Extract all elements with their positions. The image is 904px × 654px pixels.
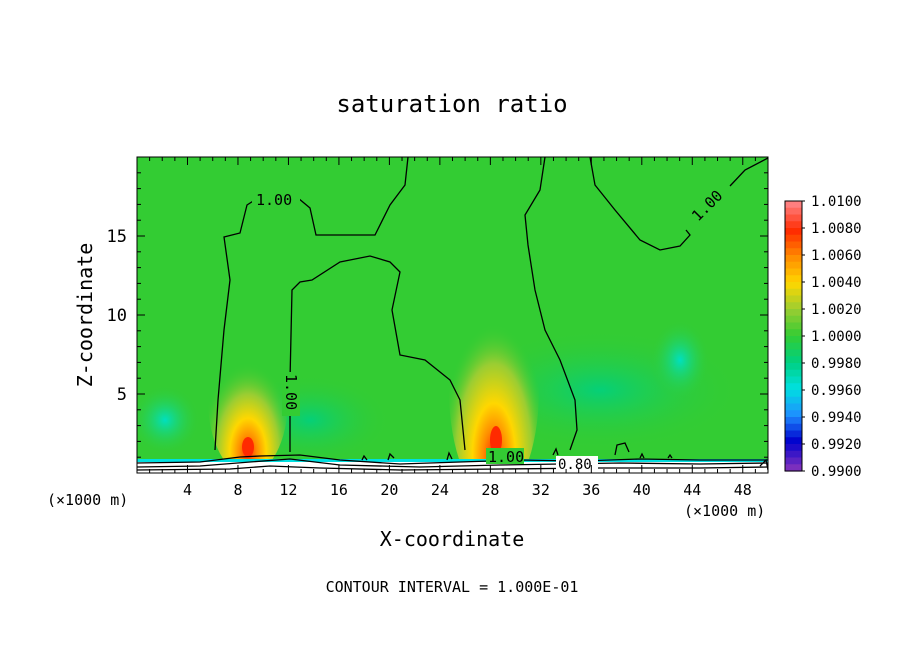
y-tick-label: 10 [107, 306, 127, 326]
contour-label-1: 1.00 [256, 191, 292, 209]
colorbar-label: 1.0040 [811, 275, 862, 291]
colorbar-swatch [785, 221, 802, 229]
colorbar-label: 0.9920 [811, 437, 862, 453]
colorbar-swatch [785, 363, 802, 371]
x-tick-label: 12 [279, 481, 297, 499]
colorbar-swatch [785, 444, 802, 452]
colorbar-swatch [785, 315, 802, 324]
x-tick-label: 36 [582, 481, 600, 499]
colorbar-label: 0.9940 [811, 410, 862, 426]
colorbar-swatch [785, 403, 802, 411]
contour-label-bg-1 [252, 190, 300, 208]
colorbar-swatch [785, 356, 802, 364]
colorbar-swatch [785, 396, 802, 405]
hotspot-left [208, 325, 288, 473]
colorbar-swatch [785, 241, 802, 249]
x-unit-right: (×1000 m) [684, 502, 765, 520]
colorbar-label: 1.0060 [811, 248, 862, 264]
x-unit-left: (×1000 m) [47, 491, 128, 509]
colorbar-swatch [785, 329, 802, 337]
contour-label-5: 0.80 [558, 457, 592, 473]
x-tick-label: 40 [633, 481, 651, 499]
colorbar-swatch [785, 248, 802, 256]
colorbar-swatch [785, 228, 802, 236]
colorbar-swatch [785, 369, 802, 378]
hotspot-right [449, 280, 539, 473]
colorbar-swatch [785, 390, 802, 398]
colorbar-swatch [785, 342, 802, 351]
colorbar-label: 0.9960 [811, 383, 862, 399]
colorbar-swatch [785, 268, 802, 276]
colorbar-swatch [785, 383, 802, 391]
x-tick-label: 48 [734, 481, 752, 499]
colorbar-swatch [785, 282, 802, 290]
contour-label-4: 1.00 [488, 448, 524, 466]
colorbar-label: 0.9980 [811, 356, 862, 372]
colorbar: 1.0100 1.0080 1.0060 1.0040 1.0020 1.0000 0.99… [784, 194, 862, 480]
colorbar-label: 1.0080 [811, 221, 862, 237]
y-tick-label: 5 [117, 385, 127, 405]
colorbar-swatch [785, 288, 802, 297]
x-tick-label: 28 [481, 481, 499, 499]
colorbar-swatch [785, 423, 802, 432]
x-tick-label: 4 [183, 481, 192, 499]
x-tick-label: 44 [683, 481, 701, 499]
colorbar-label: 1.0000 [811, 329, 862, 345]
colorbar-swatch [785, 430, 802, 438]
colorbar-swatch [785, 207, 802, 216]
colorbar-swatch [785, 302, 802, 310]
colorbar-swatch [785, 261, 802, 270]
hotspot-right-core [490, 426, 502, 454]
cool-region-left [137, 385, 200, 455]
contour-label-2-group: 1.00 [282, 372, 300, 416]
chart-title: saturation ratio [336, 90, 567, 118]
colorbar-swatch [785, 201, 802, 209]
colorbar-swatch [785, 275, 802, 283]
colorbar-swatch [785, 295, 802, 303]
surface-layer [137, 462, 768, 473]
hotspot-left-core [242, 437, 254, 457]
colorbar-swatch [785, 214, 802, 222]
contour-label-bg-4 [486, 448, 524, 464]
colorbar-swatch [785, 464, 802, 472]
colorbar-swatch [785, 417, 802, 425]
x-tick-label: 20 [380, 481, 398, 499]
colorbar-swatch [785, 309, 802, 317]
x-tick-label: 8 [233, 481, 242, 499]
colorbar-swatch [785, 410, 802, 418]
plot-area: 1.00 1.00 1.00 1.00 0.80 [137, 157, 768, 473]
y-tick-label: 15 [107, 227, 127, 247]
y-axis-ticks: 5 10 15 [107, 172, 768, 458]
colorbar-swatch [785, 457, 802, 465]
surface-cyan-band [137, 459, 768, 462]
colorbar-swatch [785, 234, 802, 243]
x-tick-label: 32 [532, 481, 550, 499]
colorbar-swatch [785, 255, 802, 263]
contour-interval-note: CONTOUR INTERVAL = 1.000E-01 [326, 578, 579, 596]
x-axis-ticks: 4 8 12 16 20 24 28 32 36 40 44 48 [149, 157, 756, 499]
colorbar-label: 1.0100 [811, 194, 862, 210]
colorbar-swatch [785, 376, 802, 384]
x-tick-label: 24 [431, 481, 449, 499]
cool-region-far-right [650, 320, 710, 400]
contour-label-2: 1.00 [282, 374, 300, 410]
y-axis-label: Z-coordinate [73, 243, 97, 388]
x-axis-label: X-coordinate [380, 527, 525, 551]
contour-label-bg-5 [556, 456, 598, 471]
colorbar-swatch [785, 322, 802, 330]
contour-lines [137, 157, 768, 471]
colorbar-swatch [785, 336, 802, 344]
colorbar-swatch [785, 349, 802, 357]
x-tick-label: 16 [330, 481, 348, 499]
colorbar-label: 0.9900 [811, 464, 862, 480]
colorbar-swatch [785, 437, 802, 445]
colorbar-swatch [785, 450, 802, 459]
colorbar-label: 1.0020 [811, 302, 862, 318]
